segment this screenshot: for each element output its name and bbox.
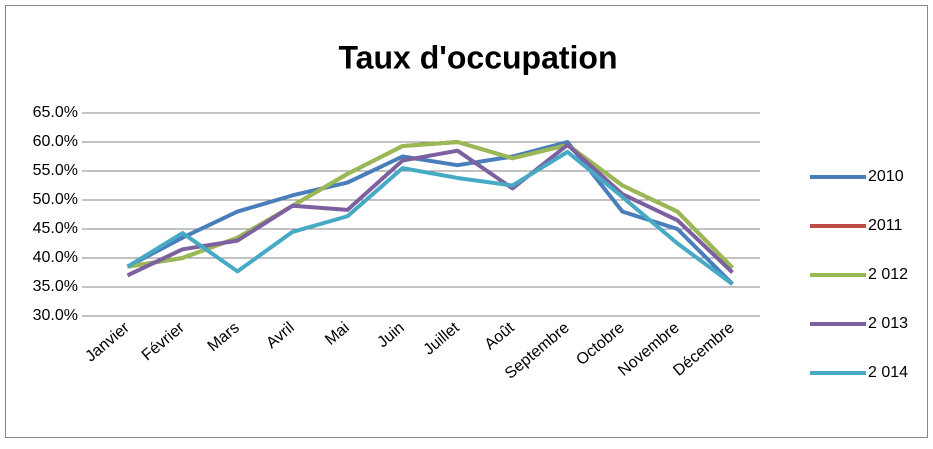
y-tick-label: 65.0% — [33, 104, 78, 121]
chart-title: Taux d'occupation — [338, 39, 617, 75]
series-line — [126, 142, 734, 278]
y-tick-label: 45.0% — [33, 220, 78, 237]
legend-label: 2 014 — [868, 364, 908, 381]
y-tick-label: 50.0% — [33, 191, 78, 208]
legend-label: 2010 — [868, 168, 904, 185]
y-tick-label: 35.0% — [33, 278, 78, 295]
series-line — [126, 149, 734, 286]
series-line — [126, 140, 734, 286]
legend-label: 2011 — [868, 217, 903, 234]
legend-label: 2 013 — [868, 315, 908, 332]
y-tick-label: 55.0% — [33, 162, 78, 179]
chart-border — [5, 5, 928, 438]
y-tick-label: 30.0% — [33, 307, 78, 324]
y-tick-label: 40.0% — [33, 249, 78, 266]
y-tick-label: 60.0% — [33, 133, 78, 150]
legend-label: 2 012 — [868, 266, 908, 283]
